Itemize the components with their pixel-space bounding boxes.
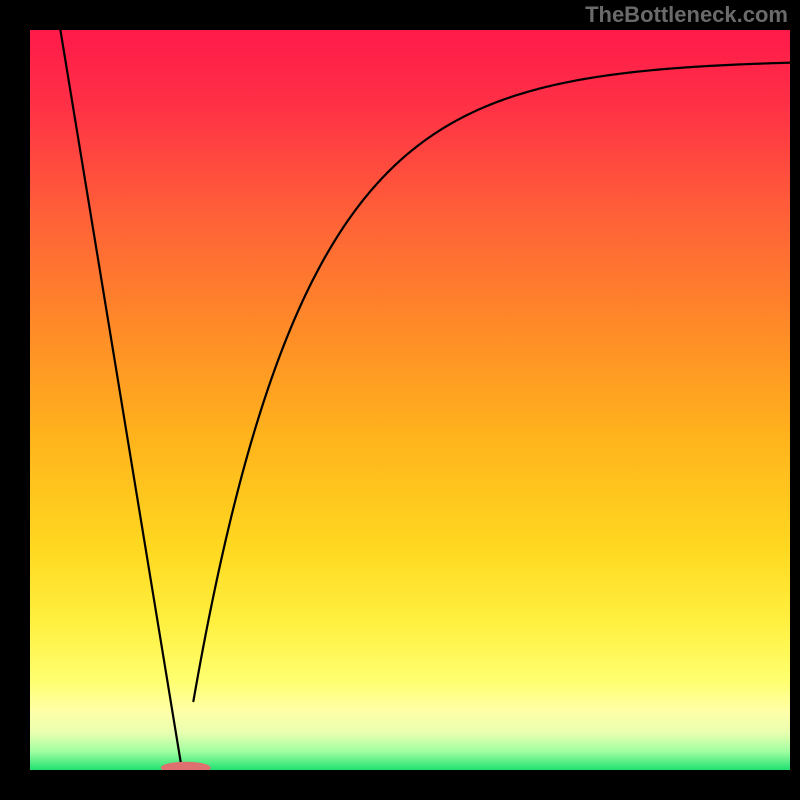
plot-area xyxy=(30,30,790,770)
bottleneck-marker xyxy=(161,762,211,770)
curve-overlay xyxy=(30,30,790,770)
chart-container: TheBottleneck.com xyxy=(0,0,800,800)
watermark-text: TheBottleneck.com xyxy=(585,2,788,28)
